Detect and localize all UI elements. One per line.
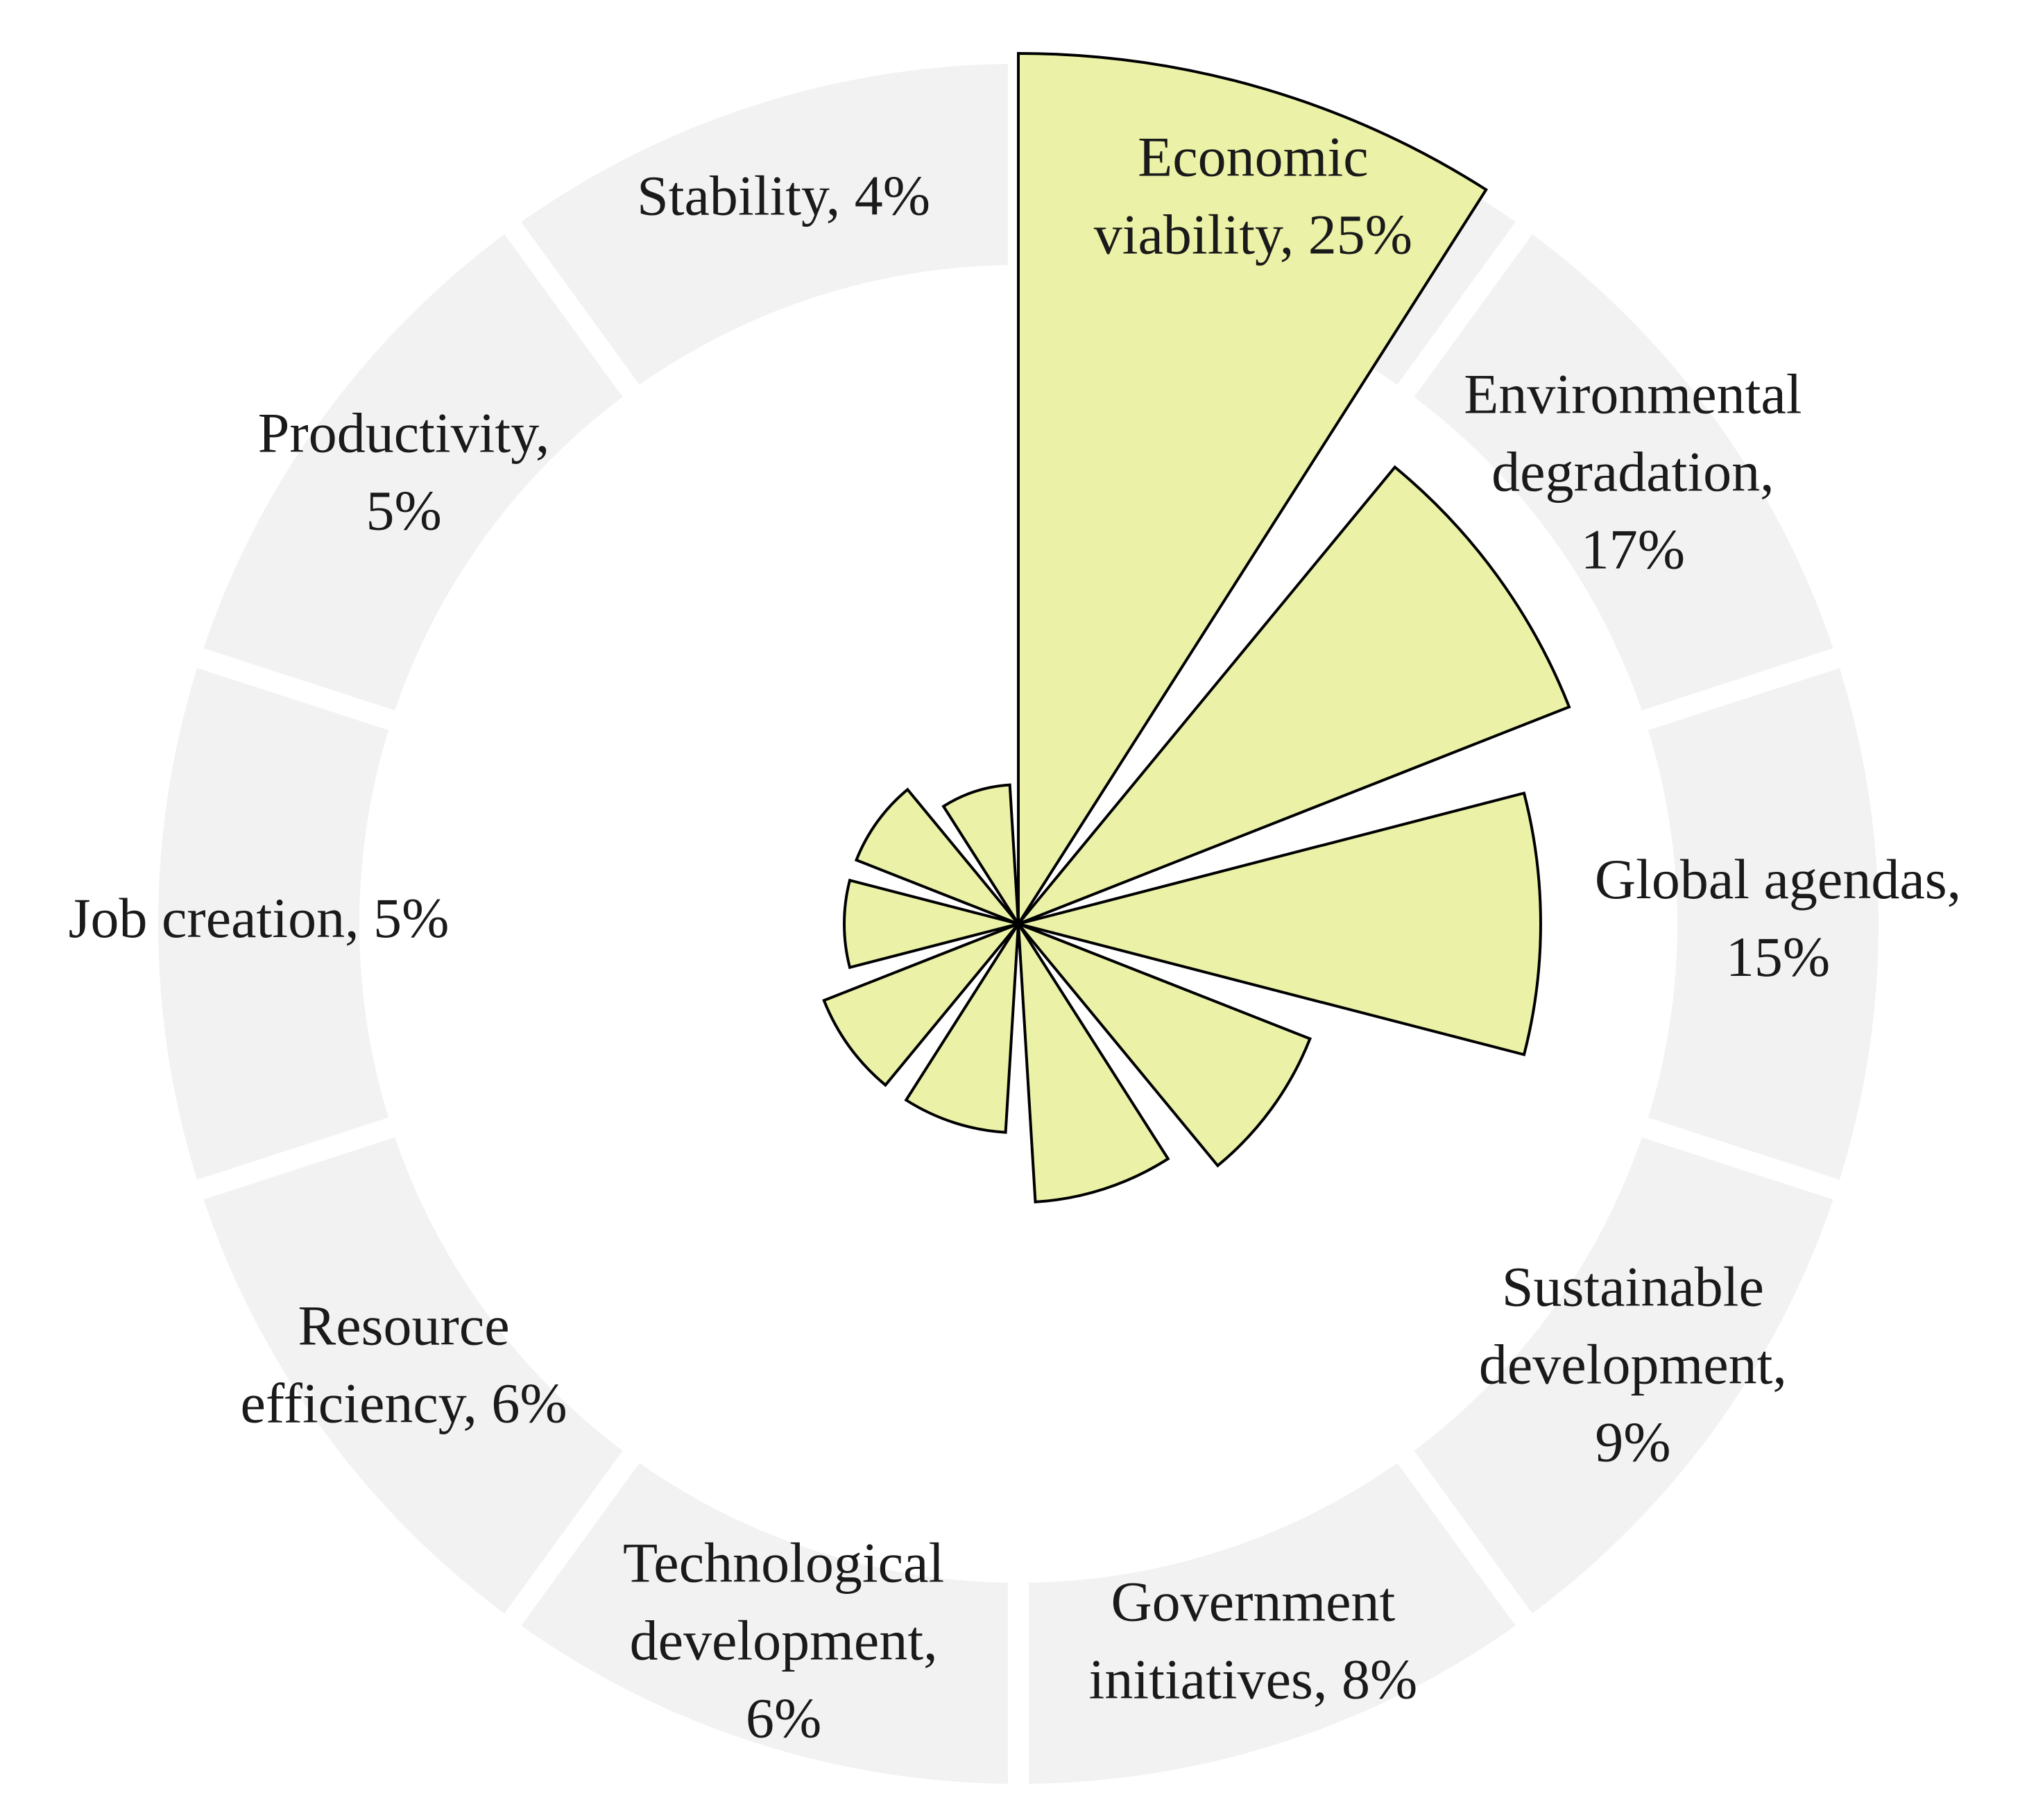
label-line: 9% [1595, 1410, 1670, 1473]
label-line: initiatives, 8% [1089, 1647, 1418, 1710]
label-line: 6% [746, 1686, 821, 1749]
label-line: development, [1479, 1332, 1787, 1396]
label-line: Government [1111, 1570, 1395, 1633]
label-government-initiatives: Government initiatives, 8% [1089, 1570, 1418, 1710]
label-line: degradation, [1491, 440, 1774, 503]
label-line: Stability, 4% [637, 164, 930, 227]
label-line: development, [630, 1608, 938, 1672]
ring-segment-job-creation [157, 668, 388, 1180]
label-economic-viability: Economic viability, 25% [1094, 125, 1412, 266]
ring-segment-productivity [203, 234, 623, 711]
label-productivity: Productivity, 5% [258, 401, 550, 542]
label-line: viability, 25% [1094, 203, 1412, 266]
label-technological-development: Technological development, 6% [623, 1531, 944, 1749]
label-line: 15% [1726, 925, 1830, 988]
label-line: Job creation, 5% [69, 886, 450, 950]
ring-segment-global-agendas [1648, 668, 1879, 1180]
ring-segment-sustainable-development [1414, 1137, 1833, 1614]
label-job-creation: Job creation, 5% [69, 886, 450, 950]
label-line: Economic [1138, 125, 1368, 188]
label-line: 5% [366, 479, 441, 542]
category-labels: Economic viability, 25% Environmental degra… [69, 125, 1962, 1749]
label-line: Productivity, [258, 401, 550, 464]
petal-stability [941, 783, 1020, 929]
label-stability: Stability, 4% [637, 164, 930, 227]
label-line: 17% [1581, 517, 1685, 581]
petal-productivity [854, 787, 1023, 927]
petal-sustainable-development [1013, 920, 1312, 1168]
label-line: Resource [298, 1294, 510, 1357]
label-line: Technological [623, 1531, 944, 1594]
petal-global-agendas [1013, 791, 1542, 1056]
label-line: efficiency, 6% [240, 1371, 567, 1434]
ring-segment-stability [521, 64, 1008, 385]
petal-technological-development [904, 918, 1020, 1134]
label-sustainable-development: Sustainable development, 9% [1479, 1255, 1787, 1473]
ring-segment-environmental-degradation [1414, 234, 1833, 711]
petal-government-initiatives [1016, 918, 1170, 1204]
label-environmental-degradation: Environmental degradation, 17% [1464, 362, 1802, 581]
background-ring [157, 64, 1879, 1784]
petal-series [822, 51, 1571, 1204]
petal-resource-efficiency [822, 920, 1023, 1088]
label-resource-efficiency: Resource efficiency, 6% [240, 1294, 567, 1434]
petal-economic-viability [1017, 51, 1489, 929]
ring-segment-technological-development [521, 1463, 1008, 1784]
label-line: Environmental [1464, 362, 1802, 425]
label-global-agendas: Global agendas, 15% [1595, 848, 1961, 988]
label-line: Global agendas, [1595, 848, 1961, 911]
petal-job-creation [843, 878, 1024, 970]
ring-segment-government-initiatives [1029, 1463, 1516, 1784]
ring-segment-resource-efficiency [203, 1137, 623, 1614]
petal-environmental-degradation [1013, 465, 1571, 927]
label-line: Sustainable [1502, 1255, 1764, 1318]
